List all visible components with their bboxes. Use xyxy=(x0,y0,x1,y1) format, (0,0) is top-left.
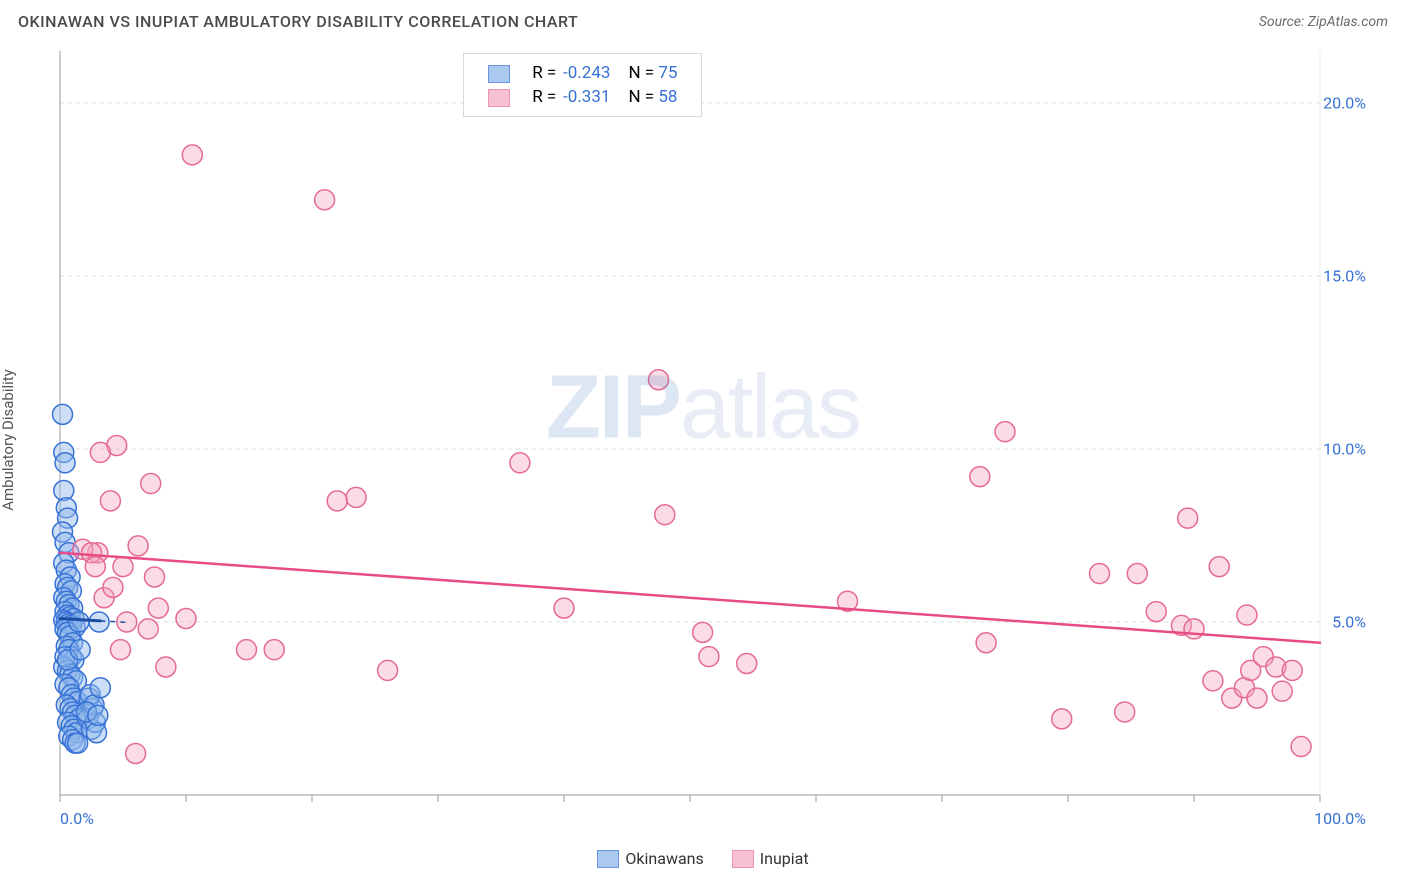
chart-area: Ambulatory Disability ZIPatlas R = -0.24… xyxy=(0,35,1406,845)
x-max-label: 100.0% xyxy=(1314,809,1366,828)
legend-item-okinawans: Okinawans xyxy=(597,849,703,868)
legend-swatch-inupiat xyxy=(732,850,754,868)
y-axis-label: Ambulatory Disability xyxy=(0,369,17,511)
y-tick-label: 15.0% xyxy=(1323,266,1366,285)
y-tick-label: 10.0% xyxy=(1323,439,1366,458)
y-tick-label: 5.0% xyxy=(1332,612,1366,631)
legend-row-inupiat: R = -0.331 N = 58 xyxy=(480,86,685,108)
legend-swatch-okinawans xyxy=(597,850,619,868)
y-tick-label: 20.0% xyxy=(1323,93,1366,112)
chart-header: OKINAWAN VS INUPIAT AMBULATORY DISABILIT… xyxy=(0,0,1406,35)
footer-legend: Okinawans Inupiat xyxy=(0,845,1406,876)
x-axis-labels: 0.0% 100.0% xyxy=(0,809,1406,828)
stats-legend-box: R = -0.243 N = 75 R = -0.331 N = 58 xyxy=(463,53,702,117)
chart-title: OKINAWAN VS INUPIAT AMBULATORY DISABILIT… xyxy=(18,12,578,31)
source-label: Source: ZipAtlas.com xyxy=(1259,14,1388,30)
legend-row-okinawans: R = -0.243 N = 75 xyxy=(480,62,685,84)
legend-item-inupiat: Inupiat xyxy=(732,849,809,868)
scatter-plot-svg xyxy=(0,35,1406,825)
x-min-label: 0.0% xyxy=(60,809,94,828)
swatch-inupiat xyxy=(488,89,510,107)
swatch-okinawans xyxy=(488,65,510,83)
